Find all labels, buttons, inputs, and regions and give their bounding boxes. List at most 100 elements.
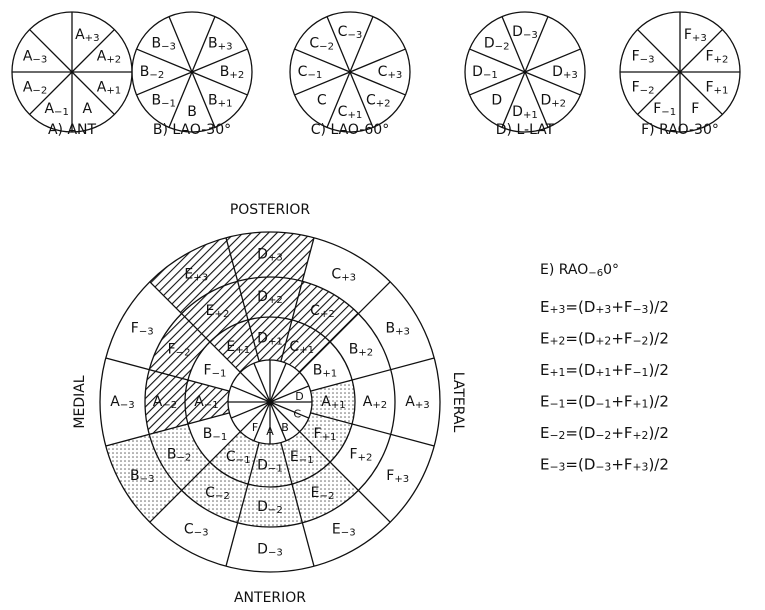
- view-divider: [29, 29, 73, 73]
- view-divider: [349, 71, 406, 96]
- equation: E−3=(D−3+F+3)/2: [540, 455, 669, 474]
- segment-label: D+2: [257, 289, 283, 306]
- view-label: C+1: [338, 104, 363, 121]
- segment-divider: [280, 237, 315, 362]
- view-caption: D) L-LAT: [496, 122, 555, 138]
- view-label: C+2: [366, 92, 391, 109]
- dotted-segment: [237, 484, 303, 527]
- inner-divider: [269, 362, 287, 403]
- view-label: A−2: [23, 79, 47, 96]
- segment-label: F+3: [386, 468, 409, 485]
- equation: E+3=(D+3+F−3)/2: [540, 298, 669, 317]
- segment-label: C−1: [226, 449, 251, 466]
- view-label: D−3: [512, 24, 538, 41]
- segment-label: D−3: [257, 542, 283, 559]
- hatched-segment: [248, 317, 292, 362]
- segment-label: D: [295, 390, 303, 403]
- equation: E+2=(D+2+F−2)/2: [540, 329, 669, 348]
- segment-label: A−2: [153, 394, 177, 411]
- view-label: B−3: [151, 36, 175, 53]
- segment-label: D+1: [257, 331, 283, 348]
- segment-label: D−1: [257, 458, 283, 475]
- view-label: B−1: [151, 92, 175, 109]
- view-divider: [679, 71, 723, 115]
- hatched-segment: [226, 231, 314, 282]
- view-label: F−1: [653, 101, 676, 118]
- ring: [184, 316, 356, 488]
- segment-label: E−1: [290, 449, 314, 466]
- segment-divider: [299, 281, 391, 373]
- view-circle: [131, 11, 253, 133]
- dotted-segment: [299, 412, 353, 463]
- segment-label: F: [252, 421, 258, 434]
- segment-label: B+2: [349, 342, 373, 359]
- segment-label: F+2: [349, 447, 372, 464]
- view-divider: [637, 71, 681, 115]
- segment-label: C−3: [184, 522, 209, 539]
- view-label: F+1: [705, 79, 728, 96]
- view-caption: C) LAO-60°: [311, 122, 389, 138]
- view-divider: [524, 71, 581, 96]
- segment-label: F−1: [204, 362, 227, 379]
- segment-label: B−1: [203, 426, 227, 443]
- hatched-segment: [145, 369, 188, 435]
- hatched-segment: [181, 281, 249, 342]
- segment-divider: [280, 442, 315, 567]
- medial-label: MEDIAL: [72, 375, 88, 428]
- segment-divider: [149, 431, 241, 523]
- view-label: C−1: [298, 64, 323, 81]
- segment-divider: [299, 431, 391, 523]
- hatched-segment: [149, 313, 210, 381]
- view-divider: [191, 71, 216, 128]
- segment-label: E+3: [184, 266, 208, 283]
- view-label: C+3: [378, 64, 403, 81]
- view-divider: [136, 71, 193, 96]
- lateral-label: LATERAL: [450, 372, 466, 433]
- hatched-segment: [184, 380, 230, 424]
- inner-divider: [269, 401, 301, 433]
- view-label: D−2: [484, 36, 510, 53]
- view-divider: [469, 71, 526, 96]
- hatched-segment: [291, 281, 359, 342]
- view-divider: [294, 71, 351, 96]
- segment-divider: [225, 237, 260, 362]
- segment-label: A+3: [405, 394, 429, 411]
- view-label: D+1: [512, 104, 538, 121]
- segment-label: A: [266, 425, 274, 438]
- segment-label: C+3: [331, 266, 356, 283]
- view-divider: [524, 48, 581, 73]
- segment-label: D+3: [257, 247, 283, 264]
- segment-label: B+3: [386, 320, 410, 337]
- inner-divider: [269, 371, 301, 403]
- view-label: A+1: [97, 79, 121, 96]
- view-divider: [294, 48, 351, 73]
- hatched-segment: [209, 319, 260, 373]
- view-divider: [71, 71, 115, 115]
- dotted-segment: [280, 431, 331, 485]
- view-caption: F) RAO-30°: [641, 122, 719, 138]
- view-label: F−2: [632, 79, 655, 96]
- equation: E−2=(D−2+F+2)/2: [540, 424, 669, 443]
- segment-label: D−2: [257, 499, 283, 516]
- view-divider: [191, 16, 216, 73]
- dotted-segment: [105, 434, 182, 523]
- view-label: B+3: [208, 36, 232, 53]
- inner-divider: [269, 401, 310, 419]
- segment-label: C: [293, 408, 301, 421]
- view-label: C−3: [338, 24, 363, 41]
- view-divider: [191, 48, 248, 73]
- hatched-segment: [237, 277, 303, 320]
- view-divider: [637, 29, 681, 73]
- view-divider: [168, 71, 193, 128]
- posterior-label: POSTERIOR: [230, 202, 311, 218]
- view-label: B+2: [220, 64, 244, 81]
- ring: [144, 276, 396, 528]
- segment-divider: [105, 412, 230, 447]
- view-circle: [289, 11, 411, 133]
- segment-label: B+1: [313, 362, 337, 379]
- ring: [99, 231, 441, 573]
- view-divider: [326, 71, 351, 128]
- view-label: B: [187, 104, 197, 120]
- segment-label: A−3: [110, 394, 134, 411]
- equation: E+1=(D+1+F−1)/2: [540, 361, 669, 380]
